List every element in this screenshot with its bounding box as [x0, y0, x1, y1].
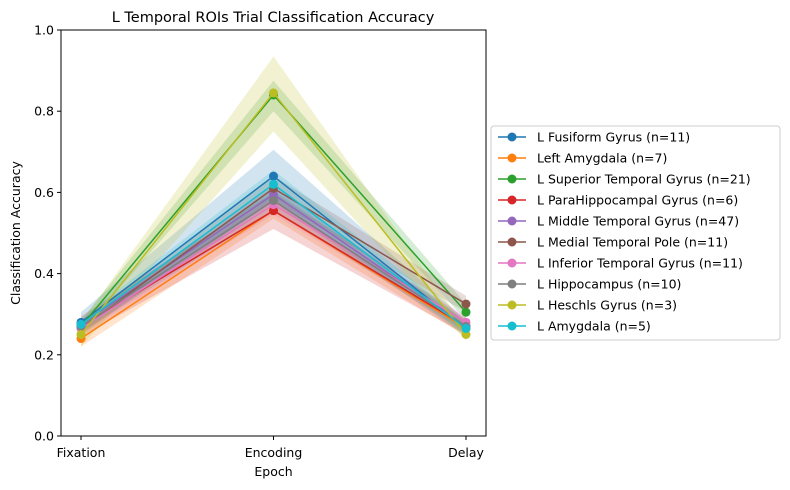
x-axis: Fixation Encoding Delay [57, 436, 485, 460]
legend-label-8: L Heschls Gyrus (n=3) [537, 298, 677, 313]
y-tick-label-3: 0.6 [34, 185, 54, 200]
data-point-8-1 [269, 88, 278, 98]
data-point-7-1 [269, 196, 278, 206]
confidence-band-8 [81, 56, 466, 347]
series-lines [76, 88, 471, 344]
legend-marker-5 [507, 237, 517, 247]
confidence-band-5 [81, 176, 466, 335]
data-point-5-2 [461, 299, 471, 309]
data-point-0-1 [269, 171, 278, 181]
legend-label-1: Left Amygdala (n=7) [537, 151, 667, 166]
legend-marker-7 [507, 279, 517, 289]
data-point-8-0 [76, 330, 86, 339]
legend-marker-4 [507, 216, 517, 226]
y-tick-label-2: 0.4 [34, 266, 54, 281]
legend-marker-2 [507, 174, 517, 184]
y-axis: 0.0 0.2 0.4 0.6 0.8 1.0 [34, 23, 61, 444]
y-tick-label-0: 0.0 [34, 429, 54, 444]
legend-label-3: L ParaHippocampal Gyrus (n=6) [537, 193, 738, 208]
x-tick-label-2: Delay [448, 445, 484, 460]
legend-label-6: L Inferior Temporal Gyrus (n=11) [537, 256, 743, 271]
data-point-9-1 [269, 179, 278, 189]
legend-label-5: L Medial Temporal Pole (n=11) [537, 235, 728, 250]
legend-marker-0 [507, 132, 517, 142]
legend: L Fusiform Gyrus (n=11) Left Amygdala (n=… [490, 125, 781, 341]
legend-label-9: L Amygdala (n=5) [537, 319, 651, 334]
legend-label-7: L Hippocampus (n=10) [537, 277, 681, 292]
chart-title: L Temporal ROIs Trial Classification Acc… [112, 10, 435, 26]
legend-frame [490, 125, 781, 341]
x-axis-label: Epoch [254, 464, 292, 479]
legend-marker-6 [507, 258, 517, 268]
legend-marker-1 [507, 153, 517, 163]
y-tick-label-5: 1.0 [34, 23, 54, 38]
data-point-9-0 [76, 319, 86, 329]
x-tick-label-0: Fixation [57, 445, 106, 460]
y-tick-label-1: 0.2 [34, 347, 54, 362]
legend-label-2: L Superior Temporal Gyrus (n=21) [537, 172, 751, 187]
legend-marker-8 [507, 300, 517, 310]
legend-label-4: L Middle Temporal Gyrus (n=47) [537, 214, 739, 229]
legend-label-0: L Fusiform Gyrus (n=11) [537, 130, 690, 145]
legend-marker-9 [507, 321, 517, 331]
y-tick-label-4: 0.8 [34, 104, 54, 119]
data-point-9-2 [461, 323, 471, 333]
confidence-band-3 [81, 192, 466, 337]
legend-marker-3 [507, 195, 517, 205]
data-point-2-2 [461, 307, 471, 317]
x-tick-label-1: Encoding [245, 445, 303, 460]
y-axis-label: Classification Accuracy [8, 161, 23, 305]
